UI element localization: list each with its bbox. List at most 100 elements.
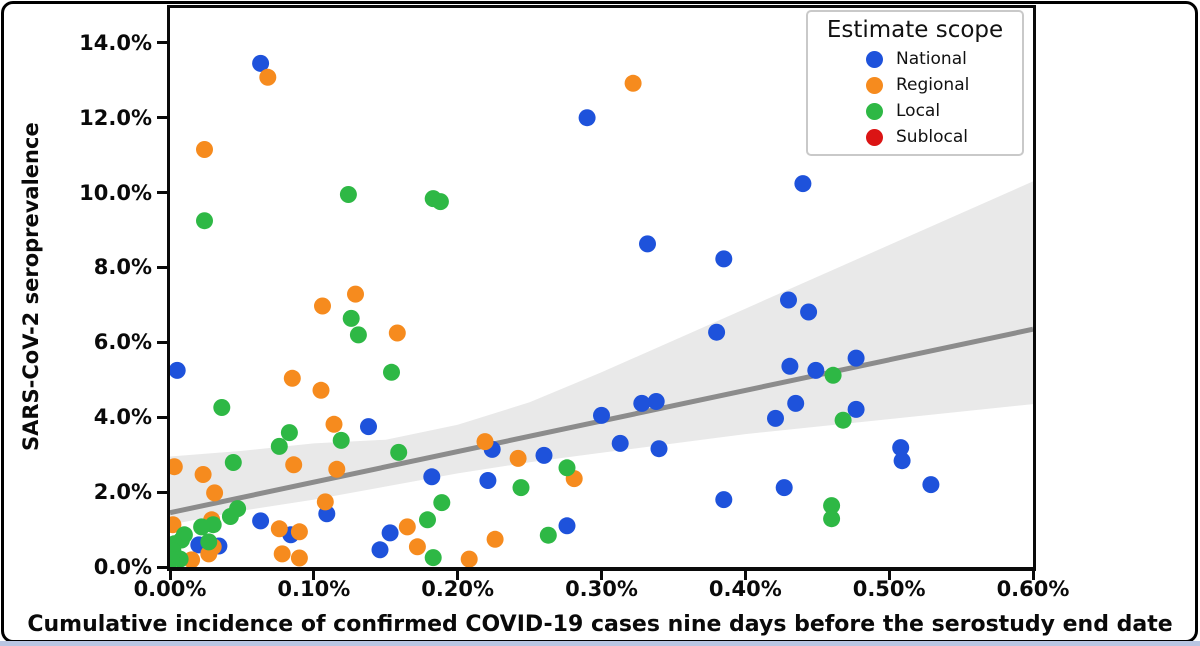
legend-entry-local: Local: [808, 98, 1022, 124]
data-point-local: [280, 424, 298, 442]
data-point-national: [535, 446, 553, 464]
x-axis-title: Cumulative incidence of confirmed COVID-…: [27, 612, 1173, 637]
x-tick-label: 0.10%: [277, 577, 351, 601]
legend-entry-sublocal: Sublocal: [808, 124, 1022, 150]
data-point-local: [824, 366, 842, 384]
data-point-national: [794, 175, 812, 193]
data-point-national: [170, 361, 186, 379]
data-point-local: [433, 494, 451, 512]
data-point-national: [715, 250, 733, 268]
data-point-national: [780, 291, 797, 309]
y-tick-label: 0.0%: [93, 555, 152, 579]
x-tick-mark: [456, 570, 460, 580]
data-point-local: [213, 399, 231, 416]
data-point-regional: [170, 458, 183, 476]
y-tick-mark: [157, 265, 167, 269]
data-point-national: [800, 303, 818, 321]
legend-label: Local: [896, 101, 941, 121]
x-tick-label: 0.40%: [708, 577, 782, 601]
data-point-regional: [283, 369, 301, 387]
data-point-national: [847, 400, 865, 418]
legend-box: Estimate scope National Regional Local Subl…: [806, 10, 1024, 156]
data-point-regional: [486, 530, 504, 548]
data-point-local: [834, 411, 852, 429]
data-point-local: [390, 443, 408, 461]
data-point-national: [360, 418, 377, 436]
data-point-regional: [328, 460, 346, 478]
data-point-regional: [200, 545, 218, 563]
data-point-national: [715, 491, 733, 509]
screenshot-edge-artifact: [0, 641, 1200, 646]
legend-entry-regional: Regional: [808, 72, 1022, 98]
data-point-national: [252, 512, 270, 530]
data-point-regional: [312, 381, 330, 399]
data-point-national: [633, 394, 651, 412]
data-point-national: [787, 394, 805, 412]
data-point-local: [349, 326, 367, 344]
data-point-local: [332, 431, 350, 449]
y-tick-label: 14.0%: [79, 30, 152, 55]
data-point-national: [371, 541, 389, 559]
data-point-national: [558, 517, 576, 535]
data-point-local: [431, 193, 449, 211]
data-point-regional: [196, 141, 213, 158]
data-point-regional: [624, 74, 642, 92]
data-point-national: [767, 409, 784, 427]
data-point-regional: [325, 415, 343, 433]
legend-marker-local-icon: [866, 102, 883, 120]
data-point-local: [512, 479, 530, 497]
data-point-national: [892, 439, 910, 457]
y-tick-mark: [157, 340, 167, 344]
data-point-national: [775, 479, 793, 497]
data-point-local: [224, 454, 242, 471]
data-point-national: [647, 393, 665, 410]
legend-marker-regional-icon: [866, 76, 883, 94]
data-point-regional: [509, 449, 527, 467]
scatter-plot-area: [170, 54, 1033, 567]
x-tick-label: 0.30%: [565, 577, 638, 601]
legend-entries: National Regional Local Sublocal: [808, 46, 1022, 150]
y-tick-mark: [157, 415, 167, 419]
data-point-national: [807, 361, 825, 379]
legend-label: Sublocal: [896, 127, 968, 147]
legend-label: Regional: [896, 75, 970, 95]
data-point-regional: [206, 484, 224, 502]
data-point-regional: [316, 493, 334, 511]
data-point-local: [342, 309, 360, 327]
confidence-band: [170, 181, 1033, 525]
data-point-local: [383, 363, 400, 381]
legend-marker-sublocal-icon: [866, 128, 883, 146]
x-tick-mark: [168, 570, 172, 580]
y-tick-label: 6.0%: [93, 330, 152, 355]
legend-marker-national-icon: [866, 50, 883, 68]
data-point-regional: [398, 518, 416, 536]
data-point-local: [424, 549, 442, 567]
data-point-regional: [314, 297, 331, 315]
data-point-regional: [270, 520, 288, 538]
data-point-local: [539, 526, 557, 544]
x-tick-label: 0.50%: [852, 577, 926, 601]
data-point-local: [419, 511, 436, 529]
x-tick-mark: [1031, 570, 1035, 580]
data-point-national: [479, 472, 497, 489]
data-point-national: [611, 434, 629, 452]
data-point-national: [781, 357, 799, 375]
data-point-national: [847, 349, 865, 367]
data-point-local: [558, 459, 576, 477]
x-tick-mark: [312, 570, 316, 580]
legend-label: National: [896, 49, 967, 69]
data-point-local: [193, 518, 211, 536]
data-point-local: [823, 497, 841, 515]
data-point-local: [196, 212, 213, 230]
data-point-regional: [408, 538, 426, 556]
data-point-national: [639, 235, 656, 253]
legend-title: Estimate scope: [826, 17, 1004, 43]
x-tick-label: 0.60%: [996, 577, 1070, 601]
data-point-local: [221, 508, 239, 525]
x-tick-label: 0.20%: [421, 577, 495, 601]
data-point-local: [823, 510, 841, 528]
data-point-regional: [259, 68, 277, 86]
data-point-national: [922, 476, 940, 494]
data-point-regional: [388, 324, 406, 342]
data-point-national: [578, 109, 596, 127]
